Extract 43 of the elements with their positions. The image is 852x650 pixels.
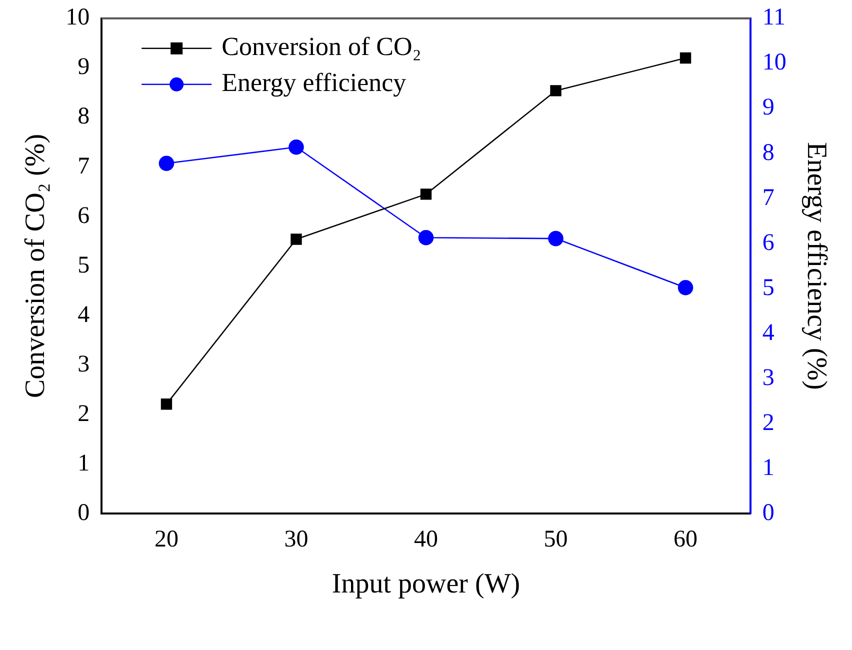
y2-tick-label: 0 (762, 500, 774, 526)
x-tick-label: 20 (154, 526, 178, 552)
legend-label: Energy efficiency (222, 68, 406, 98)
legend-label: Conversion of CO₂ (222, 32, 422, 62)
point (160, 398, 172, 410)
y-tick-label: 2 (78, 400, 90, 427)
x-tick-label: 60 (674, 526, 698, 552)
y2-tick-label: 8 (762, 140, 774, 166)
y2-tick-label: 1 (762, 454, 774, 481)
point (548, 230, 564, 246)
point (420, 188, 432, 200)
point (290, 234, 302, 245)
y2-tick-label: 5 (762, 274, 774, 301)
x-tick-label: 40 (414, 526, 438, 552)
y-tick-label: 10 (66, 4, 90, 31)
point (158, 156, 174, 172)
y2-tick-label: 4 (762, 320, 774, 346)
x-tick-label: 30 (284, 526, 308, 552)
y-tick-label: 5 (78, 252, 90, 278)
y-tick-label: 7 (78, 153, 90, 180)
y-tick-label: 0 (78, 500, 90, 526)
point (418, 230, 434, 246)
point (550, 85, 562, 96)
y2-tick-label: 6 (762, 230, 774, 256)
y2-tick-label: 9 (762, 94, 774, 121)
y-tick-label: 3 (78, 351, 90, 378)
x-axis-title: Input power (W) (332, 568, 520, 600)
point (680, 52, 692, 64)
y2-tick-label: 2 (762, 410, 774, 436)
point (288, 140, 304, 155)
y-tick-label: 9 (78, 54, 90, 80)
y2-tick-label: 11 (762, 4, 786, 31)
y2-tick-label: 10 (762, 50, 786, 76)
y2-tick-label: 7 (762, 184, 774, 211)
y-tick-label: 1 (78, 450, 90, 476)
y-tick-label: 4 (78, 302, 90, 328)
y2-axis-title: Energy efficiency (%) (800, 142, 832, 390)
y-axis-title: Conversion of CO₂ (%) (20, 134, 52, 398)
y-tick-label: 8 (78, 104, 90, 130)
point (678, 280, 694, 296)
y2-tick-label: 3 (762, 364, 774, 391)
x-tick-label: 50 (544, 526, 568, 552)
y-tick-label: 6 (78, 202, 90, 229)
